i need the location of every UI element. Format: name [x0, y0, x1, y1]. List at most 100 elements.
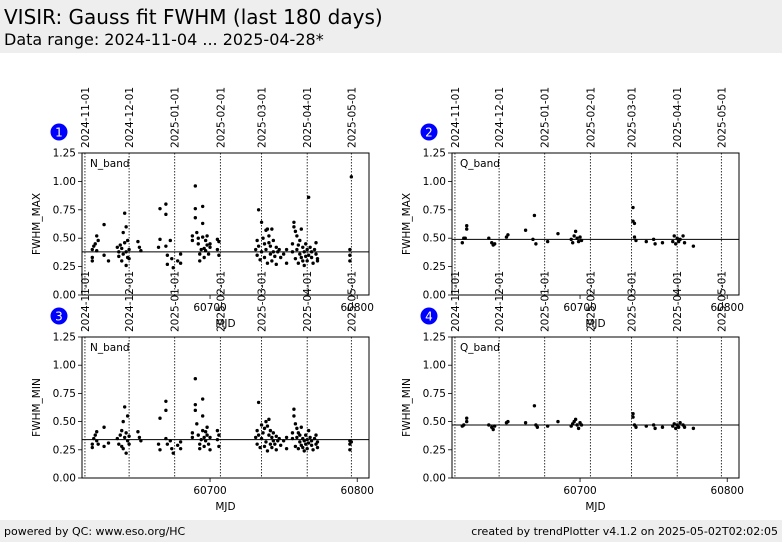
data-point: [270, 227, 274, 231]
data-point: [164, 436, 168, 441]
data-point: [675, 236, 679, 240]
data-point: [296, 243, 301, 247]
data-point: [579, 423, 584, 427]
data-point: [255, 253, 259, 257]
data-point: [165, 253, 170, 257]
data-point: [261, 431, 265, 435]
data-point: [193, 377, 198, 381]
data-point: [217, 253, 221, 257]
data-point: [523, 228, 528, 232]
data-point: [632, 235, 637, 239]
data-point: [293, 229, 298, 234]
data-point: [120, 259, 124, 263]
data-point: [164, 212, 168, 217]
data-point: [268, 244, 273, 248]
date-tick-label: 2025-02-01: [585, 271, 597, 332]
data-point: [198, 446, 202, 451]
date-tick-label: 2024-11-01: [80, 271, 92, 332]
data-point: [295, 426, 299, 431]
data-point: [203, 248, 208, 253]
data-point: [193, 408, 198, 413]
data-point: [175, 259, 180, 263]
data-point: [691, 426, 696, 431]
data-point: [95, 439, 99, 443]
date-tick-label: 2025-05-01: [346, 87, 358, 148]
plot-panel-2: 2024-11-01 2024-12-01 2025-01-01 2025-02-01…: [401, 87, 744, 330]
y-tick-label: 1.00: [423, 360, 446, 372]
data-point: [298, 252, 302, 256]
data-point: [190, 435, 195, 440]
data-point: [95, 234, 99, 238]
data-point: [90, 247, 95, 252]
data-point: [349, 175, 354, 179]
data-point: [190, 238, 195, 243]
data-point: [678, 237, 682, 242]
plot-frame: [451, 336, 740, 479]
data-point: [273, 442, 277, 446]
y-tick-label: 0.00: [423, 473, 446, 485]
data-point: [305, 259, 309, 263]
data-point: [206, 252, 211, 256]
data-point: [314, 252, 318, 256]
data-point: [631, 205, 635, 210]
data-point: [208, 435, 212, 440]
data-point: [259, 220, 264, 224]
data-point: [255, 428, 259, 433]
data-point: [137, 245, 142, 249]
data-point: [92, 436, 96, 441]
data-point: [531, 237, 535, 242]
data-point: [127, 434, 131, 438]
band-label: Q_band: [460, 158, 500, 170]
x-axis-label: MJD: [215, 318, 235, 330]
data-point: [202, 444, 206, 449]
data-point: [262, 444, 267, 449]
data-point: [127, 247, 131, 252]
data-point: [102, 253, 106, 257]
data-point: [308, 435, 312, 440]
data-point: [304, 433, 308, 437]
plot-frame: [81, 152, 370, 296]
data-point: [124, 250, 128, 254]
data-point: [95, 430, 99, 434]
data-point: [265, 261, 270, 265]
data-point: [215, 247, 220, 252]
y-axis-label: FWHM_MIN: [31, 378, 43, 437]
date-tick-label: 2024-12-01: [494, 271, 506, 332]
data-point: [200, 428, 205, 433]
data-point: [208, 242, 212, 246]
data-point: [90, 442, 95, 446]
data-point: [178, 261, 183, 265]
date-tick-label: 2025-01-01: [540, 87, 552, 148]
data-point: [90, 445, 95, 450]
date-tick-label: 2025-01-01: [540, 271, 552, 332]
data-point: [302, 250, 306, 254]
data-point: [200, 221, 205, 226]
data-point: [268, 428, 273, 433]
data-point: [170, 256, 174, 261]
data-point: [136, 430, 140, 434]
data-point: [170, 446, 174, 451]
data-point: [309, 250, 314, 254]
data-point: [631, 415, 635, 419]
data-point: [312, 247, 317, 252]
data-point: [90, 259, 95, 263]
plot-panel-3: 2024-11-01 2024-12-01 2025-01-01 2025-02-01…: [31, 271, 374, 513]
data-point: [315, 445, 320, 450]
data-point: [296, 446, 301, 451]
data-point: [171, 266, 175, 270]
data-point: [644, 239, 648, 244]
data-point: [200, 414, 205, 418]
data-point: [124, 451, 128, 455]
data-point: [270, 445, 274, 450]
data-point: [203, 430, 208, 434]
date-tick-label: 2025-04-01: [302, 87, 314, 148]
data-point: [298, 238, 302, 243]
data-point: [117, 254, 121, 259]
date-tick-label: 2025-03-01: [627, 87, 639, 148]
date-tick-label: 2025-04-01: [302, 271, 314, 332]
date-tick-label: 2025-05-01: [346, 271, 358, 332]
data-point: [644, 424, 648, 428]
date-tick-label: 2025-03-01: [257, 87, 269, 148]
data-point: [217, 239, 221, 244]
